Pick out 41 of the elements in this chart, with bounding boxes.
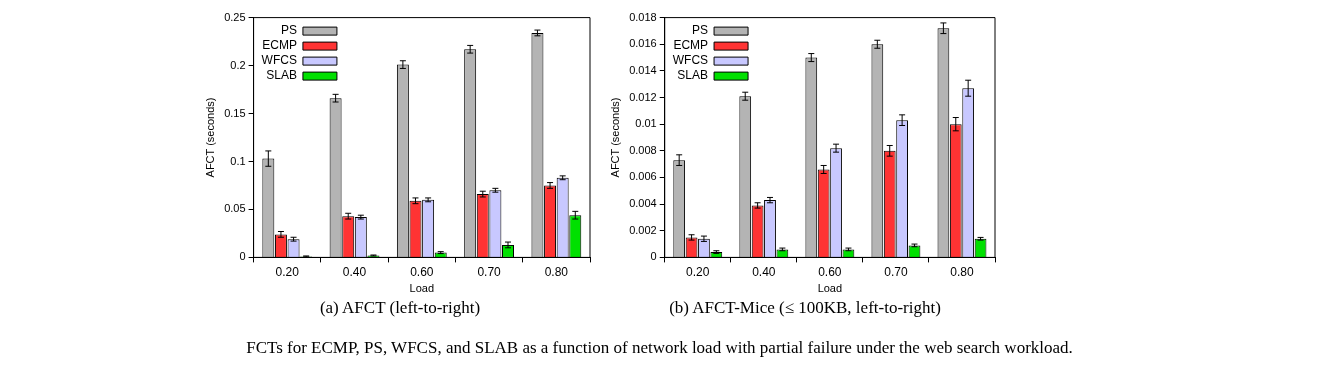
y-tick-label: 0.004 (629, 197, 657, 210)
legend-label: ECMP (673, 38, 709, 53)
x-tick-label: 0.80 (544, 264, 569, 279)
legend-label: PS (692, 23, 709, 38)
y-tick-label: 0.016 (629, 37, 657, 50)
y-tick-label: 0.01 (635, 117, 657, 130)
x-tick-label: 0.80 (950, 264, 974, 279)
y-tick-label: 0.018 (629, 10, 657, 23)
x-tick-label: 0.40 (342, 264, 367, 279)
text: (a) AFCT (left-to-right) (318, 298, 482, 318)
y-tick-label: 0.008 (629, 143, 657, 156)
x-axis-title: Load (409, 282, 435, 295)
y-tick-label: 0.1 (230, 154, 246, 167)
legend-label: ECMP (262, 38, 297, 53)
x-tick-label: 0.70 (477, 264, 502, 279)
legend-label: WFCS (261, 53, 297, 68)
x-tick-label: 0.60 (818, 264, 842, 279)
legend-label: WFCS (672, 53, 709, 68)
x-tick-label: 0.20 (686, 264, 710, 279)
y-tick-label: 0.2 (230, 58, 246, 71)
legend-label: PS (280, 23, 297, 38)
y-axis-title: AFCT (seconds) (203, 97, 216, 178)
y-tick-label: 0.002 (629, 223, 657, 236)
x-tick-label: 0.70 (884, 264, 908, 279)
x-tick-label: 0.40 (752, 264, 776, 279)
x-tick-label: 0.20 (275, 264, 300, 279)
legend-label: SLAB (677, 68, 709, 83)
text: (b) AFCT-Mice (≤ 100KB, left-to-right) (668, 298, 942, 318)
y-tick-label: 0.012 (629, 90, 657, 103)
y-tick-label: 0 (239, 250, 246, 263)
y-tick-label: 0.05 (224, 202, 246, 215)
text: FCTs for ECMP, PS, WFCS, and SLAB as a function of network load with partial failure under the web search workload. (245, 338, 1074, 358)
legend-label: SLAB (266, 68, 297, 83)
x-tick-label: 0.60 (410, 264, 434, 279)
y-tick-label: 0.15 (224, 106, 246, 119)
x-axis-title: Load (817, 282, 843, 295)
y-tick-label: 0.25 (224, 10, 246, 23)
y-tick-label: 0 (650, 250, 657, 263)
y-axis-title: AFCT (seconds) (608, 97, 621, 178)
y-tick-label: 0.014 (629, 63, 657, 76)
y-tick-label: 0.006 (629, 170, 657, 183)
